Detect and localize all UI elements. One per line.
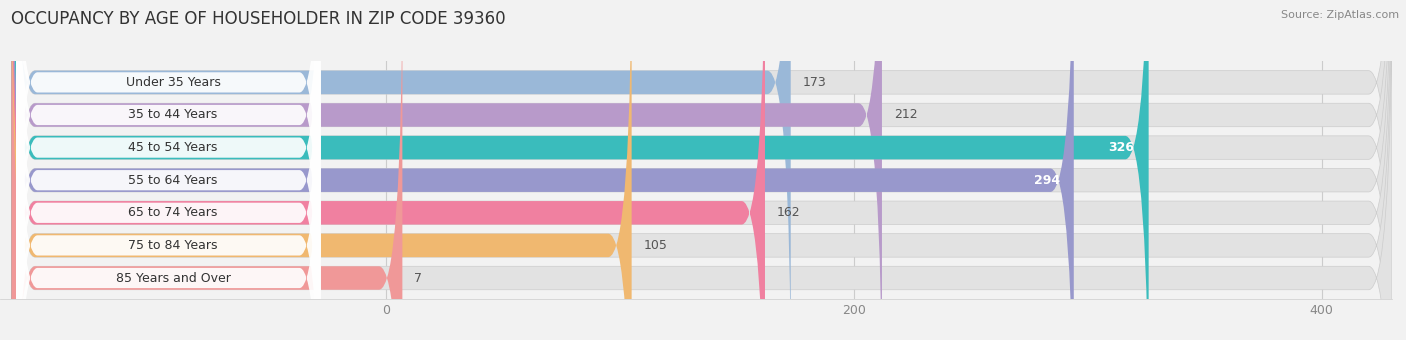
FancyBboxPatch shape (17, 0, 321, 340)
Text: 45 to 54 Years: 45 to 54 Years (128, 141, 218, 154)
Text: 85 Years and Over: 85 Years and Over (115, 272, 231, 285)
FancyBboxPatch shape (11, 0, 1149, 340)
Text: 326: 326 (1108, 141, 1135, 154)
FancyBboxPatch shape (11, 0, 1392, 340)
FancyBboxPatch shape (17, 0, 321, 340)
FancyBboxPatch shape (17, 0, 321, 340)
FancyBboxPatch shape (11, 0, 1392, 340)
FancyBboxPatch shape (11, 0, 1392, 340)
Text: 294: 294 (1033, 174, 1060, 187)
Text: Under 35 Years: Under 35 Years (125, 76, 221, 89)
FancyBboxPatch shape (17, 0, 321, 340)
FancyBboxPatch shape (11, 0, 790, 340)
FancyBboxPatch shape (11, 0, 1392, 340)
FancyBboxPatch shape (11, 0, 1392, 340)
Text: Source: ZipAtlas.com: Source: ZipAtlas.com (1281, 10, 1399, 20)
FancyBboxPatch shape (17, 0, 321, 340)
Text: 162: 162 (776, 206, 800, 219)
FancyBboxPatch shape (11, 0, 402, 340)
Text: OCCUPANCY BY AGE OF HOUSEHOLDER IN ZIP CODE 39360: OCCUPANCY BY AGE OF HOUSEHOLDER IN ZIP C… (11, 10, 506, 28)
FancyBboxPatch shape (11, 0, 1074, 340)
Text: 212: 212 (894, 108, 917, 121)
FancyBboxPatch shape (11, 0, 765, 340)
FancyBboxPatch shape (11, 0, 631, 340)
Text: 35 to 44 Years: 35 to 44 Years (128, 108, 218, 121)
FancyBboxPatch shape (11, 0, 1392, 340)
FancyBboxPatch shape (17, 0, 321, 340)
Text: 173: 173 (803, 76, 827, 89)
FancyBboxPatch shape (11, 0, 882, 340)
Text: 105: 105 (644, 239, 668, 252)
Text: 65 to 74 Years: 65 to 74 Years (128, 206, 218, 219)
FancyBboxPatch shape (11, 0, 1392, 340)
Text: 75 to 84 Years: 75 to 84 Years (128, 239, 218, 252)
FancyBboxPatch shape (17, 0, 321, 340)
Text: 55 to 64 Years: 55 to 64 Years (128, 174, 218, 187)
Text: 7: 7 (415, 272, 422, 285)
